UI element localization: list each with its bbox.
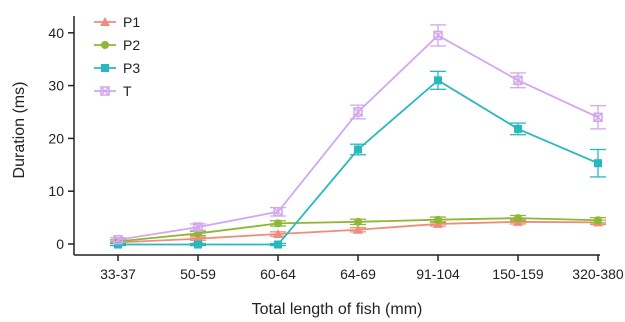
- legend-item-t: T: [94, 83, 132, 99]
- data-point: [593, 112, 603, 123]
- x-tick-label: 50-59: [180, 266, 216, 282]
- data-point: [273, 207, 283, 217]
- series-p2: [110, 214, 606, 246]
- series-layer: [110, 24, 606, 249]
- legend-label: P1: [123, 14, 140, 30]
- data-point: [514, 214, 522, 223]
- x-tick-label: 64-69: [340, 266, 376, 282]
- data-point: [114, 240, 122, 249]
- x-tick-label: 33-37: [100, 266, 136, 282]
- legend-label: P2: [123, 37, 140, 53]
- data-point: [113, 235, 123, 245]
- series-t: [110, 24, 606, 245]
- data-point: [434, 76, 442, 85]
- legend-label: P3: [123, 60, 140, 76]
- y-axis-label: Duration (ms): [11, 82, 28, 179]
- x-tick-label: 60-64: [260, 266, 296, 282]
- data-point: [354, 145, 362, 154]
- legend: P1 P2 P3 T: [94, 14, 140, 99]
- x-tick-label: 150-159: [492, 266, 544, 282]
- x-tick-label: 320-380: [572, 266, 624, 282]
- legend-item-p3: P3: [94, 60, 140, 76]
- data-point: [274, 240, 282, 249]
- data-point: [594, 216, 602, 225]
- data-point: [513, 75, 523, 86]
- data-point: [273, 228, 283, 238]
- series-line: [117, 34, 599, 241]
- y-tick-label: 20: [48, 130, 64, 146]
- y-tick-label: 40: [48, 25, 64, 41]
- data-point: [434, 215, 442, 224]
- legend-marker: [101, 64, 109, 72]
- legend-label: T: [123, 83, 132, 99]
- data-point: [193, 222, 203, 232]
- legend-marker: [100, 86, 110, 96]
- legend-marker: [101, 41, 109, 49]
- data-point: [514, 124, 522, 133]
- legend-item-p1: P1: [94, 14, 140, 30]
- series-p3: [110, 70, 606, 249]
- axes: 0 10 20 30 40 33-37 50-59 60-64 64-69 91-104 150-1…: [48, 16, 624, 282]
- legend-marker: [100, 17, 110, 26]
- x-axis-label: Total length of fish (mm): [252, 301, 423, 318]
- x-tick-label: 91-104: [416, 266, 460, 282]
- data-point: [353, 224, 363, 234]
- data-point: [353, 107, 363, 117]
- data-point: [354, 217, 362, 226]
- y-tick-label: 0: [56, 236, 64, 252]
- legend-item-p2: P2: [94, 37, 140, 53]
- data-point: [194, 240, 202, 249]
- y-tick-label: 10: [48, 183, 64, 199]
- y-tick-label: 30: [48, 78, 64, 94]
- data-point: [274, 219, 282, 228]
- data-point: [193, 233, 203, 243]
- data-point: [594, 159, 602, 168]
- data-point: [433, 30, 443, 41]
